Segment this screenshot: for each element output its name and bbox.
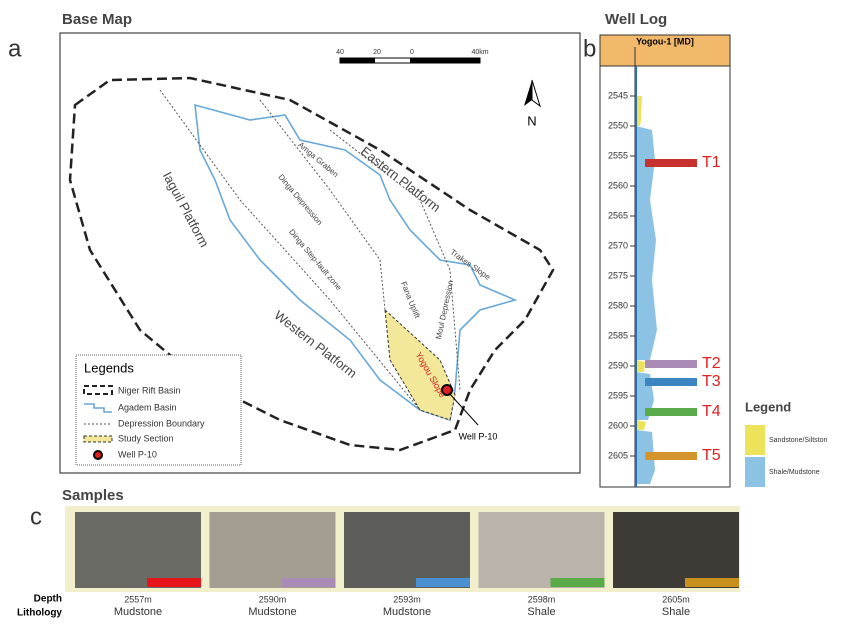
row-label: Lithology (17, 608, 62, 619)
sample-lithology: Mudstone (383, 606, 431, 618)
sample-depth: 2605m (662, 594, 690, 604)
scale-label: 20 (373, 49, 381, 56)
sample-depth: 2590m (259, 594, 287, 604)
sample-depth: 2557m (124, 594, 152, 604)
depth-label: 2580 (608, 300, 628, 310)
sample-photo (479, 512, 605, 588)
depth-label: 2570 (608, 240, 628, 250)
lithology-fill (636, 360, 645, 372)
sample-depth: 2593m (393, 594, 421, 604)
legend-label: Sandstone/Siltston (769, 437, 827, 444)
scale-bar (340, 58, 375, 63)
panel-letter: c (30, 503, 42, 530)
legend-label: Shale/Mudstone (769, 469, 820, 476)
sample-color-bar (685, 578, 739, 587)
depth-label: 2550 (608, 120, 628, 130)
scale-bar (410, 58, 480, 63)
sample-color-bar (551, 578, 605, 587)
panel-title: Samples (62, 487, 124, 504)
marker-label: T5 (702, 447, 721, 464)
depth-label: 2600 (608, 420, 628, 430)
marker-bar (645, 378, 697, 386)
sample-color-bar (282, 578, 336, 587)
sample-photo (344, 512, 470, 588)
sample-lithology: Mudstone (114, 606, 162, 618)
scale-label: 0 (410, 49, 414, 56)
legend-swatch (84, 436, 112, 442)
legend-title: Legend (745, 399, 791, 414)
marker-bar (645, 408, 697, 416)
sample-photo (613, 512, 739, 588)
sample-photo (75, 512, 201, 588)
marker-label: T2 (702, 355, 721, 372)
legend-label: Well P-10 (118, 449, 157, 459)
depth-label: 2595 (608, 390, 628, 400)
row-label: Depth (34, 594, 62, 605)
legend-label: Depression Boundary (118, 418, 205, 428)
panel-letter: b (583, 35, 596, 62)
marker-bar (645, 452, 697, 460)
panel-title: Base Map (62, 11, 132, 28)
depth-label: 2565 (608, 210, 628, 220)
sample-color-bar (416, 578, 470, 587)
north-label: N (527, 113, 536, 128)
sample-lithology: Mudstone (248, 606, 296, 618)
legend-swatch (745, 457, 765, 487)
panel-title: Well Log (605, 11, 667, 28)
marker-bar (645, 360, 697, 368)
legend-swatch (745, 425, 765, 455)
legend-label: Agadem Basin (118, 402, 177, 412)
sample-lithology: Shale (662, 606, 690, 618)
sample-depth: 2598m (528, 594, 556, 604)
depth-label: 2585 (608, 330, 628, 340)
legend-title: Legends (84, 360, 134, 375)
scale-label: 40 (336, 49, 344, 56)
marker-bar (645, 159, 697, 167)
depth-label: 2590 (608, 360, 628, 370)
marker-label: T4 (702, 403, 721, 420)
legend-swatch (94, 451, 102, 459)
sample-color-bar (147, 578, 201, 587)
sample-photo (210, 512, 336, 588)
marker-label: T1 (702, 154, 721, 171)
depth-label: 2545 (608, 90, 628, 100)
depth-label: 2605 (608, 450, 628, 460)
panel-letter: a (8, 35, 22, 62)
sample-lithology: Shale (527, 606, 555, 618)
depth-label: 2575 (608, 270, 628, 280)
scale-label: 40km (471, 49, 488, 56)
figure: Base Map a 40 20 0 40km N Well P-10 Iagu… (0, 0, 844, 620)
well-label: Well P-10 (459, 431, 498, 441)
depth-label: 2560 (608, 180, 628, 190)
depth-label: 2555 (608, 150, 628, 160)
legend-label: Niger Rift Basin (118, 385, 181, 395)
marker-label: T3 (702, 373, 721, 390)
legend-label: Study Section (118, 433, 174, 443)
log-header-title: Yogou-1 [MD] (636, 36, 694, 46)
